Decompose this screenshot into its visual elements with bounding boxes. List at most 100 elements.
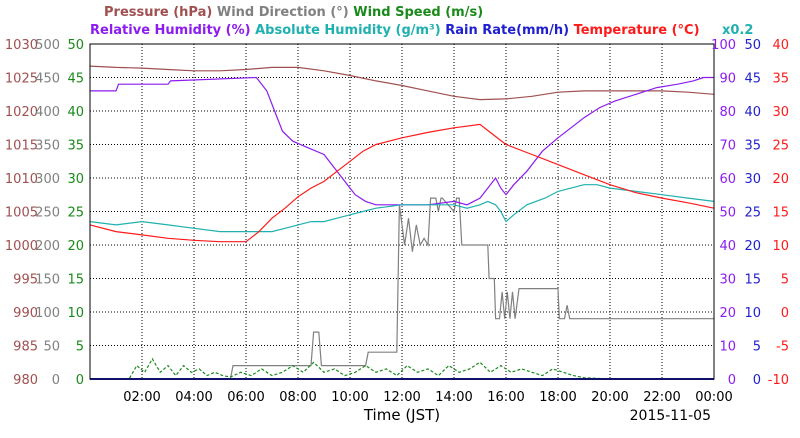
y-tick-label-humidity: 100	[711, 38, 736, 53]
y-tick-label-speed: 10	[67, 306, 84, 321]
y-tick-label-pressure: 1005	[5, 206, 38, 221]
y-tick-label-direction: 350	[35, 139, 60, 154]
y-tick-label-temperature: -5	[776, 340, 789, 355]
series-line	[90, 197, 714, 380]
x-tick-label: 04:00	[175, 390, 212, 405]
legend-entry: Wind Direction (°)	[212, 5, 348, 20]
y-tick-label-direction: 500	[35, 38, 60, 53]
y-tick-label-direction: 450	[35, 72, 60, 87]
grid	[90, 44, 714, 379]
x-tick-label: 10:00	[331, 390, 368, 405]
y-tick-label-rain: 40	[744, 105, 761, 120]
y-tick-label-temperature: -10	[768, 373, 789, 388]
x-tick-label: 02:00	[123, 390, 160, 405]
y-tick-label-rain: 25	[744, 206, 761, 221]
y-tick-label-rain: 20	[744, 239, 761, 254]
y-tick-label-rain: 10	[744, 306, 761, 321]
y-tick-label-direction: 150	[35, 273, 60, 288]
x-tick-label: 18:00	[539, 390, 576, 405]
y-tick-label-pressure: 1000	[5, 239, 38, 254]
y-tick-label-temperature: 10	[772, 239, 789, 254]
y-tick-label-direction: 50	[43, 340, 60, 355]
legend-entry: Wind Speed (m/s)	[349, 5, 483, 20]
y-tick-label-speed: 35	[67, 139, 84, 154]
y-tick-label-humidity: 50	[719, 206, 736, 221]
y-tick-label-pressure: 1030	[5, 38, 38, 53]
y-tick-label-temperature: 20	[772, 172, 789, 187]
y-tick-label-rain: 5	[753, 340, 761, 355]
y-tick-label-pressure: 1020	[5, 105, 38, 120]
y-tick-label-speed: 45	[67, 72, 84, 87]
x-tick-label: 16:00	[487, 390, 524, 405]
y-tick-label-rain: 30	[744, 172, 761, 187]
abs-humidity-scale-note: x0.2	[722, 23, 753, 38]
x-tick-label: 00:00	[695, 390, 732, 405]
y-tick-label-humidity: 60	[719, 172, 736, 187]
y-tick-label-humidity: 20	[719, 306, 736, 321]
date-label: 2015-11-05	[630, 408, 711, 424]
y-tick-label-humidity: 30	[719, 273, 736, 288]
y-tick-label-direction: 250	[35, 206, 60, 221]
y-tick-label-humidity: 70	[719, 139, 736, 154]
plot-frame	[89, 43, 715, 380]
y-tick-label-temperature: 15	[772, 206, 789, 221]
y-tick-label-humidity: 10	[719, 340, 736, 355]
y-tick-label-pressure: 985	[13, 340, 38, 355]
y-tick-label-direction: 200	[35, 239, 60, 254]
y-tick-label-pressure: 1025	[5, 72, 38, 87]
y-tick-label-humidity: 90	[719, 72, 736, 87]
y-tick-label-direction: 0	[52, 373, 60, 388]
y-tick-label-speed: 20	[67, 239, 84, 254]
legend-row-2: Relative Humidity (%) Absolute Humidity …	[90, 23, 700, 38]
x-tick-label: 08:00	[279, 390, 316, 405]
y-tick-label-direction: 100	[35, 306, 60, 321]
legend-entry: Rain Rate(mm/h)	[441, 23, 569, 38]
x-tick-label: 14:00	[435, 390, 472, 405]
y-tick-label-speed: 40	[67, 105, 84, 120]
x-tick-label: 20:00	[591, 390, 628, 405]
y-tick-label-rain: 45	[744, 72, 761, 87]
y-tick-label-direction: 400	[35, 105, 60, 120]
y-tick-label-temperature: 40	[772, 38, 789, 53]
y-tick-label-rain: 35	[744, 139, 761, 154]
y-tick-label-speed: 25	[67, 206, 84, 221]
legend-entry: Absolute Humidity (g/m³)	[251, 23, 441, 38]
y-tick-label-direction: 300	[35, 172, 60, 187]
y-tick-label-speed: 0	[76, 373, 84, 388]
y-tick-label-pressure: 1010	[5, 172, 38, 187]
y-tick-label-temperature: 35	[772, 72, 789, 87]
legend: Pressure (hPa) Wind Direction (°) Wind S…	[90, 5, 753, 38]
y-tick-label-humidity: 80	[719, 105, 736, 120]
series-line	[90, 76, 714, 206]
legend-entry: Temperature (°C)	[569, 23, 699, 38]
x-tick-label: 06:00	[227, 390, 264, 405]
y-tick-label-speed: 50	[67, 38, 84, 53]
y-tick-label-temperature: 0	[781, 306, 789, 321]
y-tick-label-speed: 15	[67, 273, 84, 288]
legend-entry: Pressure (hPa)	[104, 5, 212, 20]
y-tick-label-speed: 5	[76, 340, 84, 355]
y-tick-label-pressure: 990	[13, 306, 38, 321]
series-line	[89, 65, 715, 101]
legend-entry: Relative Humidity (%)	[90, 23, 251, 38]
y-tick-label-pressure: 980	[13, 373, 38, 388]
y-tick-label-rain: 0	[753, 373, 761, 388]
y-tick-label-pressure: 1015	[5, 139, 38, 154]
series-line	[90, 357, 714, 380]
y-tick-label-rain: 15	[744, 273, 761, 288]
y-tick-label-pressure: 995	[13, 273, 38, 288]
series-line	[89, 123, 715, 243]
legend-row-1: Pressure (hPa) Wind Direction (°) Wind S…	[104, 5, 483, 20]
y-tick-label-speed: 30	[67, 172, 84, 187]
y-tick-label-rain: 50	[744, 38, 761, 53]
series-line	[89, 184, 715, 233]
y-tick-label-temperature: 5	[781, 273, 789, 288]
x-axis-label: Time (JST)	[363, 406, 440, 424]
y-tick-label-humidity: 40	[719, 239, 736, 254]
y-tick-label-temperature: 25	[772, 139, 789, 154]
y-tick-label-temperature: 30	[772, 105, 789, 120]
x-tick-label: 12:00	[383, 390, 420, 405]
x-tick-label: 22:00	[643, 390, 680, 405]
